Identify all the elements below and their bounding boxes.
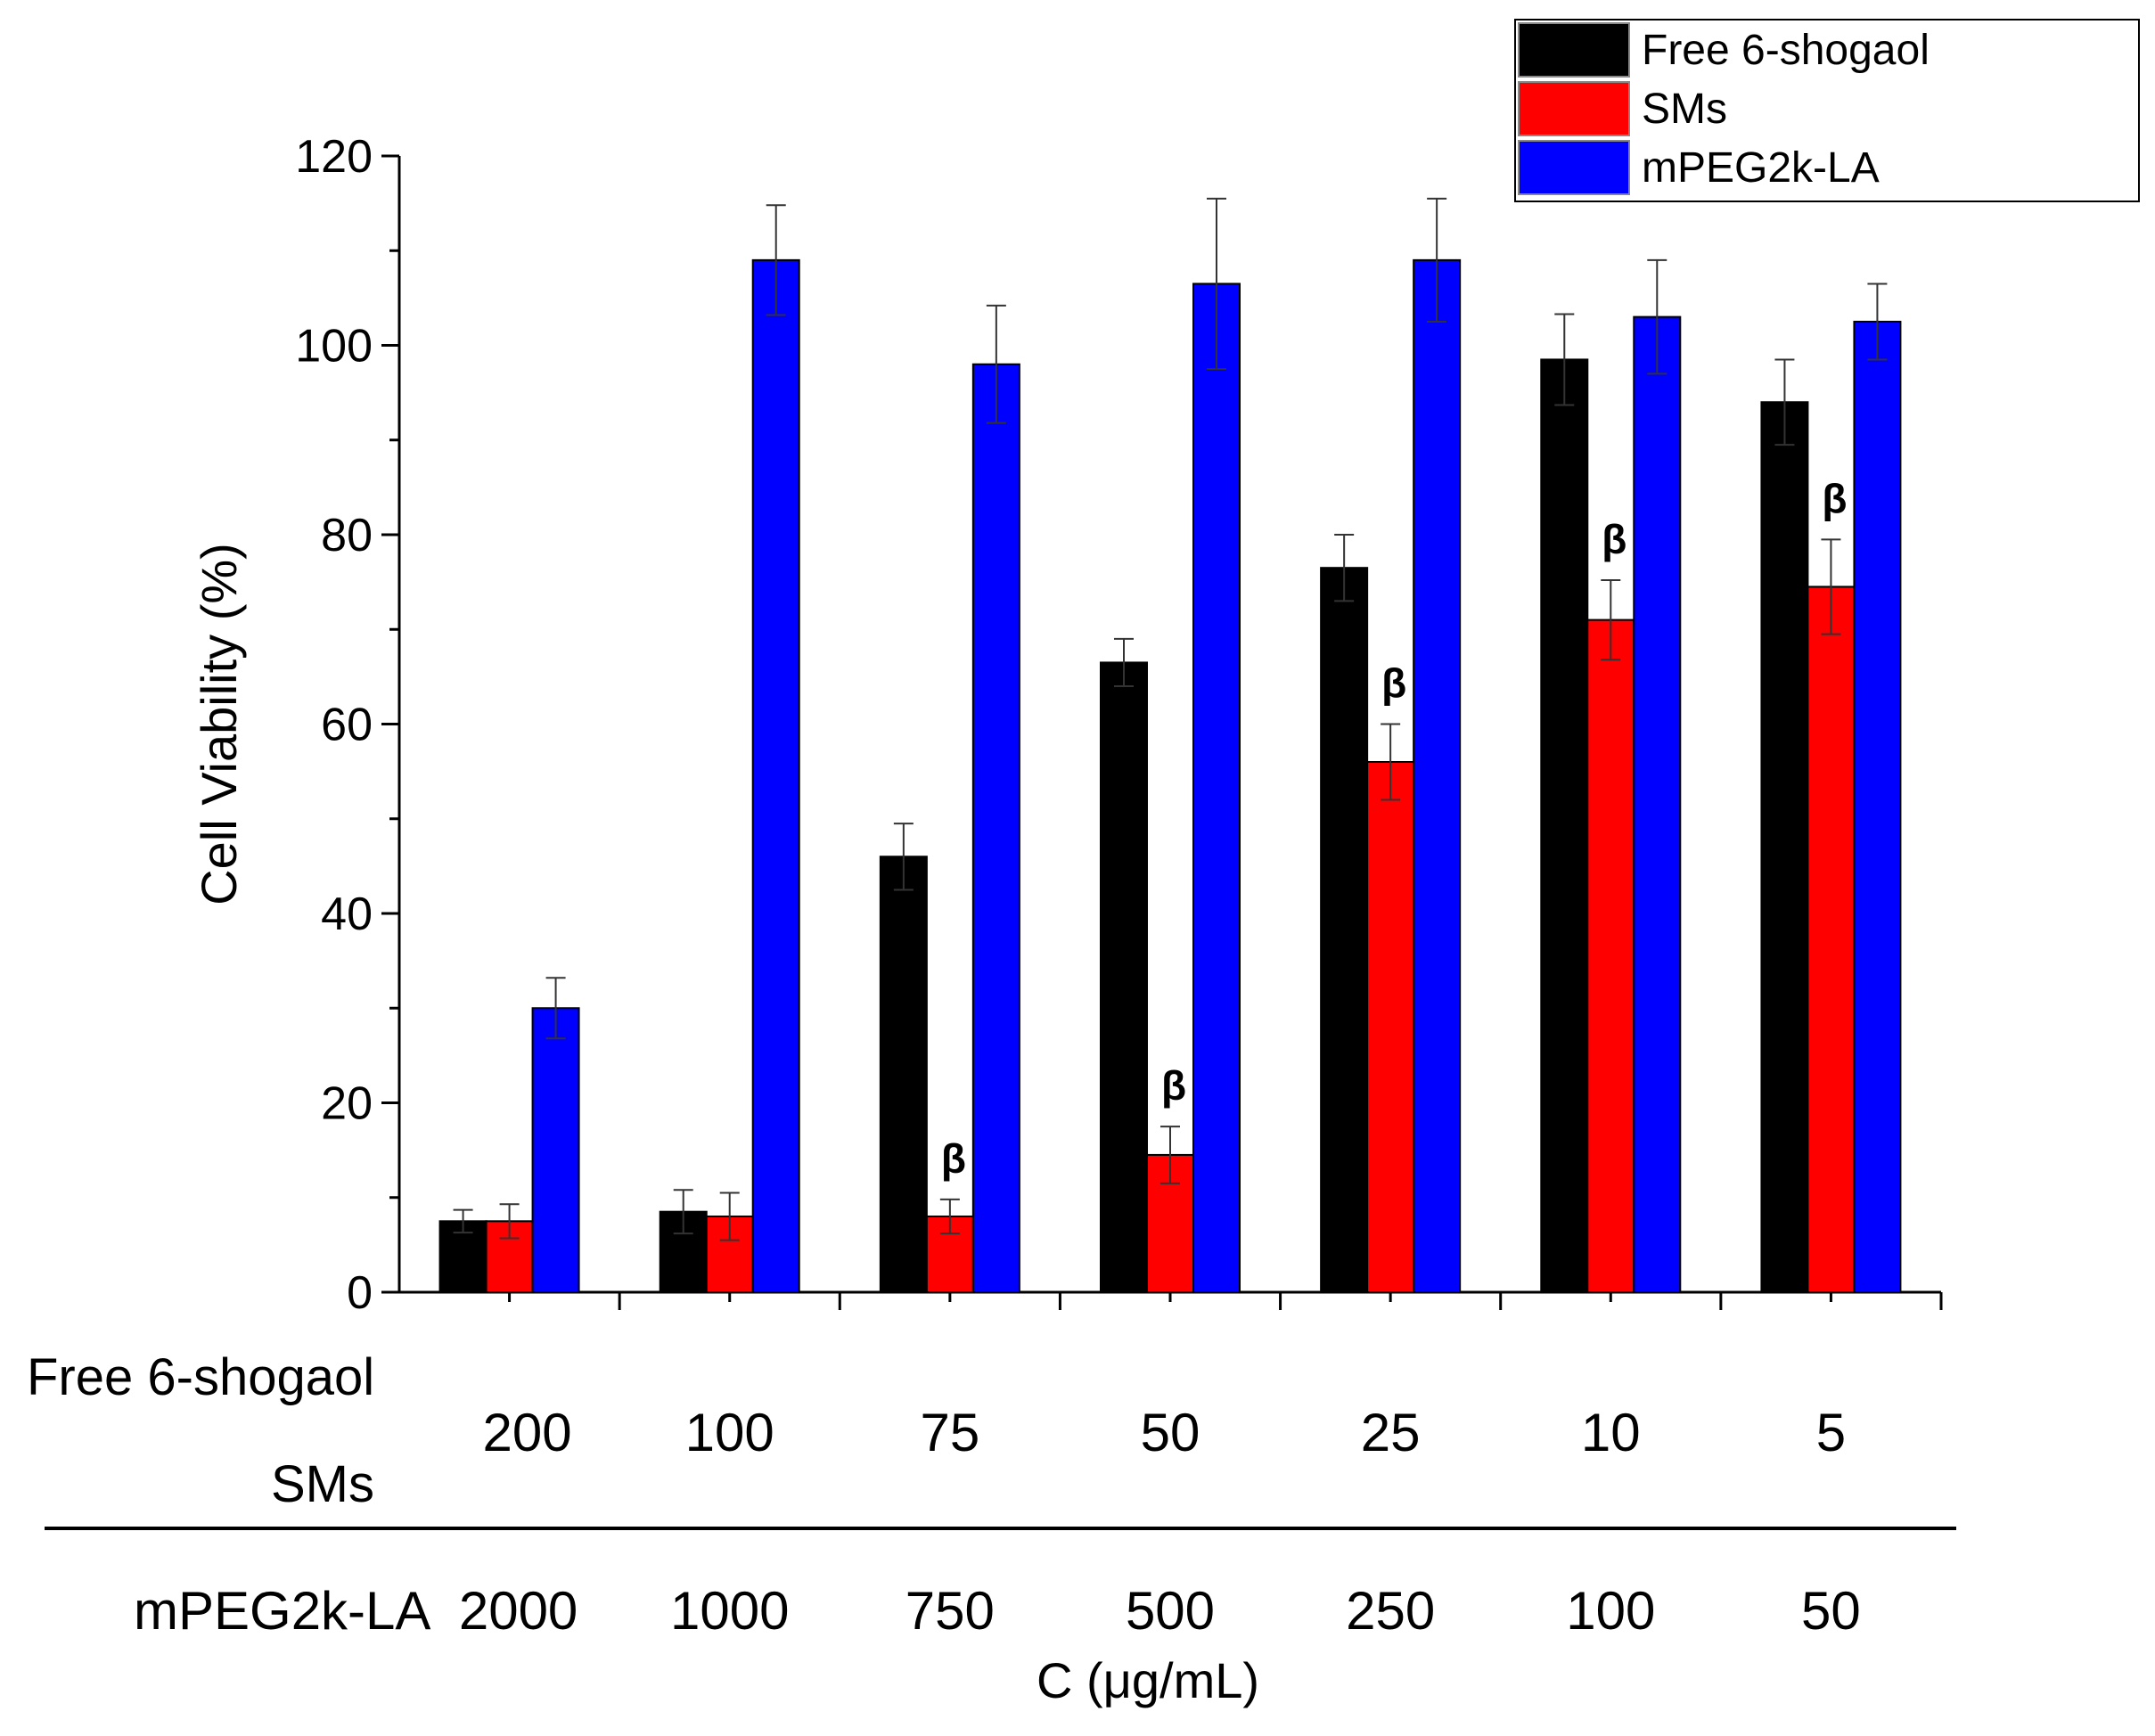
bar-mpeg2k-la [751, 258, 800, 1293]
legend-label: mPEG2k-LA [1642, 144, 1880, 192]
mpeg-concentration-label: 1000 [670, 1581, 789, 1641]
x-axis-title: C (μg/mL) [1037, 1652, 1259, 1708]
bar-sms [1366, 761, 1415, 1293]
bar-mpeg2k-la [1853, 320, 1902, 1293]
bar-free-6-shogaol [879, 856, 928, 1293]
mpeg-concentration-label: 250 [1346, 1581, 1435, 1641]
mpeg-concentration-label: 50 [1801, 1581, 1861, 1641]
mpeg-concentration-label: 750 [905, 1581, 995, 1641]
y-axis-title: Cell Viability (%) [191, 543, 247, 905]
bars [438, 197, 1902, 1293]
free-sms-concentration-label: 10 [1581, 1403, 1641, 1462]
row-label-sms: SMs [271, 1455, 374, 1513]
free-sms-concentration-label: 200 [483, 1403, 572, 1462]
bar-free-6-shogaol [1540, 358, 1589, 1293]
free-sms-concentration-label: 75 [920, 1403, 979, 1462]
mpeg-concentration-label: 100 [1566, 1581, 1655, 1641]
free-sms-concentration-label: 25 [1361, 1403, 1421, 1462]
mpeg-concentration-label: 2000 [459, 1581, 578, 1641]
legend-label: Free 6-shogaol [1642, 27, 1930, 74]
bar-sms [1807, 585, 1856, 1293]
legend-swatch [1518, 140, 1630, 195]
free-sms-concentration-label: 5 [1816, 1403, 1846, 1462]
mpeg-concentration-label: 500 [1126, 1581, 1215, 1641]
y-tick-label: 100 [295, 321, 373, 373]
significance-marker: β [1602, 516, 1626, 562]
y-tick-label: 40 [321, 888, 373, 940]
legend-swatch [1518, 22, 1630, 78]
free-sms-concentration-label: 50 [1141, 1403, 1200, 1462]
bar-free-6-shogaol [1320, 567, 1369, 1293]
legend: Free 6-shogaol SMs mPEG2k-LA [1514, 19, 2140, 202]
free-sms-concentration-label: 100 [685, 1403, 774, 1462]
bar-mpeg2k-la [1192, 283, 1241, 1293]
legend-label: SMs [1642, 86, 1727, 133]
legend-swatch [1518, 81, 1630, 136]
row-label-mpeg2k-la: mPEG2k-LA [134, 1581, 430, 1641]
y-tick-label: 60 [321, 700, 373, 751]
axes: 0 20 40 60 80 100 120 Cell Viability (%) [45, 131, 1956, 1530]
bar-mpeg2k-la [531, 1007, 580, 1293]
bar-mpeg2k-la [1633, 315, 1682, 1293]
bar-free-6-shogaol [1100, 661, 1148, 1293]
y-tick-label: 120 [295, 131, 373, 183]
y-tick-label: 20 [321, 1078, 373, 1130]
significance-marker: β [1381, 660, 1406, 707]
significance-marker: β [1161, 1062, 1186, 1109]
bar-mpeg2k-la [1413, 258, 1462, 1293]
y-tick-label: 80 [321, 510, 373, 561]
significance-marker: β [941, 1135, 966, 1182]
y-tick-label: 0 [347, 1267, 373, 1319]
bar-free-6-shogaol [1760, 401, 1809, 1293]
significance-marker: β [1822, 475, 1847, 521]
bar-mpeg2k-la [971, 363, 1020, 1293]
bar-sms [1586, 618, 1635, 1293]
row-label-free-6-shogaol: Free 6-shogaol [27, 1348, 374, 1406]
